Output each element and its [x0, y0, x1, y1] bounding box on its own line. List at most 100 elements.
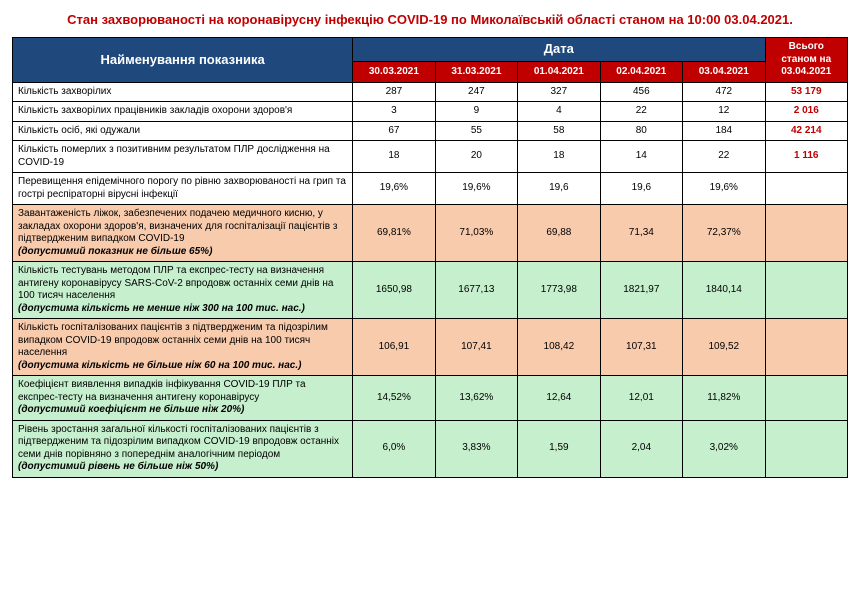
cell-value: 1773,98 — [518, 262, 600, 319]
cell-value: 184 — [683, 121, 765, 141]
cell-value: 12 — [683, 102, 765, 122]
page-title: Стан захворюваності на коронавірусну інф… — [12, 12, 848, 27]
cell-value: 18 — [518, 141, 600, 173]
cell-total — [765, 205, 847, 262]
cell-value: 12,64 — [518, 376, 600, 421]
table-row: Перевищення епідемічного порогу по рівню… — [13, 173, 848, 205]
cell-value: 3,83% — [435, 420, 517, 477]
cell-value: 1650,98 — [353, 262, 435, 319]
cell-value: 22 — [600, 102, 682, 122]
cell-value: 1821,97 — [600, 262, 682, 319]
indicator-text: Перевищення епідемічного порогу по рівню… — [18, 176, 346, 200]
cell-value: 247 — [435, 82, 517, 102]
table-header: Найменування показника Дата Всього стано… — [13, 38, 848, 83]
indicator-threshold: (допустима кількість не менше ніж 300 на… — [18, 303, 305, 314]
cell-value: 18 — [353, 141, 435, 173]
cell-value: 72,37% — [683, 205, 765, 262]
indicator-threshold: (допустима кількість не більше ніж 60 на… — [18, 360, 301, 371]
cell-value: 20 — [435, 141, 517, 173]
cell-value: 69,88 — [518, 205, 600, 262]
cell-total — [765, 319, 847, 376]
cell-total: 1 116 — [765, 141, 847, 173]
cell-total — [765, 420, 847, 477]
cell-value: 3 — [353, 102, 435, 122]
table-row: Кількість захворілих працівників закладі… — [13, 102, 848, 122]
header-total: Всього станом на 03.04.2021 — [765, 38, 847, 83]
cell-value: 71,34 — [600, 205, 682, 262]
cell-value: 19,6% — [353, 173, 435, 205]
cell-value: 472 — [683, 82, 765, 102]
indicator-label: Кількість осіб, які одужали — [13, 121, 353, 141]
cell-value: 19,6 — [600, 173, 682, 205]
header-name: Найменування показника — [13, 38, 353, 83]
indicator-text: Коефіцієнт виявлення випадків інфікуванн… — [18, 379, 306, 403]
indicator-label: Кількість померлих з позитивним результа… — [13, 141, 353, 173]
cell-value: 1677,13 — [435, 262, 517, 319]
indicator-threshold: (допустимий показник не більше 65%) — [18, 246, 212, 257]
indicator-text: Кількість осіб, які одужали — [18, 125, 140, 136]
indicator-text: Завантаженість ліжок, забезпечених подач… — [18, 208, 337, 244]
cell-total — [765, 262, 847, 319]
cell-value: 4 — [518, 102, 600, 122]
indicator-text: Кількість тестувань методом ПЛР та експр… — [18, 265, 333, 301]
cell-value: 14 — [600, 141, 682, 173]
cell-value: 13,62% — [435, 376, 517, 421]
cell-value: 106,91 — [353, 319, 435, 376]
table-row: Кількість померлих з позитивним результа… — [13, 141, 848, 173]
cell-value: 1840,14 — [683, 262, 765, 319]
cell-value: 1,59 — [518, 420, 600, 477]
indicator-label: Кількість захворілих працівників закладі… — [13, 102, 353, 122]
table-body: Кількість захворілих28724732745647253 17… — [13, 82, 848, 477]
table-row: Кількість тестувань методом ПЛР та експр… — [13, 262, 848, 319]
table-row: Коефіцієнт виявлення випадків інфікуванн… — [13, 376, 848, 421]
cell-value: 14,52% — [353, 376, 435, 421]
cell-value: 327 — [518, 82, 600, 102]
header-date-4: 03.04.2021 — [683, 62, 765, 82]
indicator-label: Коефіцієнт виявлення випадків інфікуванн… — [13, 376, 353, 421]
cell-value: 55 — [435, 121, 517, 141]
cell-value: 108,42 — [518, 319, 600, 376]
cell-value: 80 — [600, 121, 682, 141]
cell-value: 6,0% — [353, 420, 435, 477]
cell-value: 107,41 — [435, 319, 517, 376]
cell-value: 109,52 — [683, 319, 765, 376]
cell-total — [765, 376, 847, 421]
table-row: Рівень зростання загальної кількості гос… — [13, 420, 848, 477]
indicator-text: Кількість захворілих — [18, 86, 111, 97]
indicator-text: Кількість госпіталізованих пацієнтів з п… — [18, 322, 328, 358]
cell-value: 19,6% — [683, 173, 765, 205]
cell-value: 58 — [518, 121, 600, 141]
header-date-2: 01.04.2021 — [518, 62, 600, 82]
indicator-label: Перевищення епідемічного порогу по рівню… — [13, 173, 353, 205]
indicator-text: Кількість захворілих працівників закладі… — [18, 105, 292, 116]
cell-value: 22 — [683, 141, 765, 173]
indicator-label: Завантаженість ліжок, забезпечених подач… — [13, 205, 353, 262]
cell-value: 19,6 — [518, 173, 600, 205]
indicator-threshold: (допустимий рівень не більше ніж 50%) — [18, 461, 218, 472]
header-date-0: 30.03.2021 — [353, 62, 435, 82]
cell-value: 287 — [353, 82, 435, 102]
cell-value: 69,81% — [353, 205, 435, 262]
cell-value: 67 — [353, 121, 435, 141]
indicator-text: Кількість померлих з позитивним результа… — [18, 144, 330, 168]
cell-total: 42 214 — [765, 121, 847, 141]
cell-value: 19,6% — [435, 173, 517, 205]
table-row: Кількість осіб, які одужали 6755588018442… — [13, 121, 848, 141]
cell-value: 2,04 — [600, 420, 682, 477]
cell-value: 11,82% — [683, 376, 765, 421]
cell-value: 107,31 — [600, 319, 682, 376]
cell-value: 3,02% — [683, 420, 765, 477]
indicator-threshold: (допустимий коефіцієнт не більше ніж 20%… — [18, 404, 244, 415]
covid-table: Найменування показника Дата Всього стано… — [12, 37, 848, 478]
header-date-1: 31.03.2021 — [435, 62, 517, 82]
cell-value: 9 — [435, 102, 517, 122]
indicator-label: Кількість тестувань методом ПЛР та експр… — [13, 262, 353, 319]
indicator-label: Кількість захворілих — [13, 82, 353, 102]
cell-total — [765, 173, 847, 205]
cell-total: 2 016 — [765, 102, 847, 122]
cell-value: 456 — [600, 82, 682, 102]
header-date-3: 02.04.2021 — [600, 62, 682, 82]
header-date: Дата — [353, 38, 765, 62]
table-row: Кількість захворілих28724732745647253 17… — [13, 82, 848, 102]
table-row: Кількість госпіталізованих пацієнтів з п… — [13, 319, 848, 376]
